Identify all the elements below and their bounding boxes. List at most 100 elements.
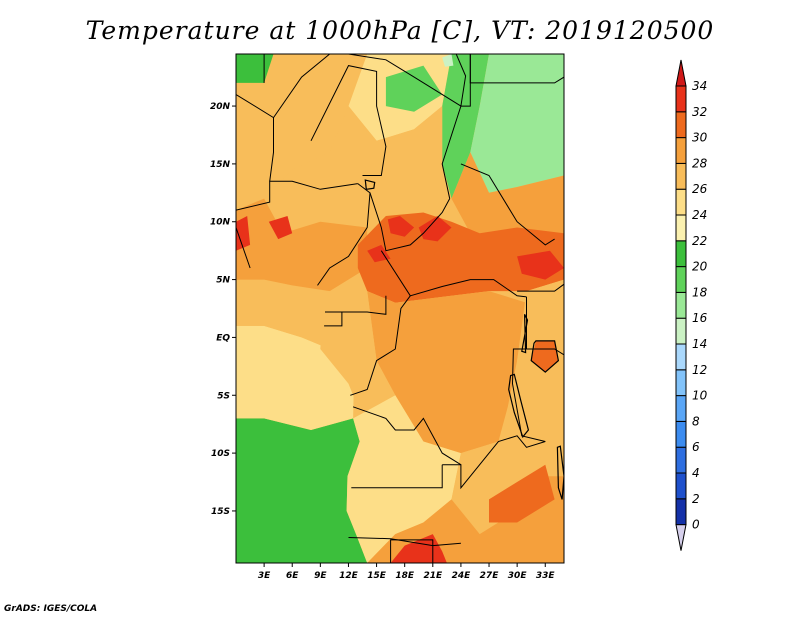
x-tick-label: 30E — [508, 571, 528, 581]
colorbar-label: 12 — [692, 363, 707, 377]
colorbar-segment — [675, 162, 687, 190]
grads-credit: GrADS: IGES/COLA — [4, 604, 98, 614]
colorbar-label: 24 — [692, 208, 707, 222]
colorbar-under-arrow — [675, 524, 687, 551]
temperature-region — [264, 106, 452, 234]
colorbar-label: 26 — [692, 182, 708, 196]
colorbar-segment — [675, 317, 687, 345]
lake-outline — [556, 445, 564, 500]
temperature-region — [442, 54, 454, 67]
y-tick-label: 5S — [217, 391, 230, 401]
temperature-region — [470, 54, 564, 193]
country-border — [310, 65, 387, 176]
colorbar-segment — [675, 343, 687, 371]
y-tick-label: 10N — [210, 218, 231, 228]
y-tick-label: 15S — [211, 507, 230, 517]
lake-outline — [521, 314, 529, 354]
x-tick-label: 15E — [367, 571, 387, 581]
temperature-region — [489, 464, 555, 523]
colorbar-label: 8 — [692, 414, 700, 428]
x-tick-label: 12E — [339, 571, 359, 581]
chart-title: Temperature at 1000hPa [C], VT: 20191205… — [85, 16, 715, 45]
temperature-region — [418, 216, 452, 242]
country-border — [341, 295, 387, 315]
colorbar-segment — [675, 369, 687, 397]
colorbar-label: 30 — [692, 131, 708, 145]
colorbar-label: 22 — [692, 234, 707, 248]
temperature-region — [451, 441, 546, 535]
country-border — [369, 192, 451, 252]
y-tick-label: 20N — [210, 102, 231, 112]
y-tick-label: 15N — [210, 160, 231, 170]
colorbar-label: 2 — [692, 492, 700, 506]
country-border — [236, 180, 358, 211]
colorbar-label: 28 — [692, 156, 708, 170]
x-tick-label: 27E — [480, 571, 500, 581]
colorbar-label: 0 — [692, 518, 700, 532]
temperature-region — [346, 395, 461, 563]
colorbar-segment — [675, 266, 687, 293]
x-tick-label: 9E — [314, 571, 327, 581]
temperature-region — [236, 198, 368, 292]
country-border — [236, 227, 251, 269]
country-border — [380, 250, 527, 298]
temperature-region — [268, 216, 293, 240]
temperature-region — [236, 216, 251, 251]
x-axis: 3E 6E 9E 12E 15E 18E 21E 24E 27E 30E 33E — [258, 563, 556, 581]
colorbar-segment — [675, 214, 687, 242]
colorbar-segment — [675, 395, 687, 422]
temperature-region — [517, 250, 564, 280]
colorbar-segment — [675, 446, 687, 474]
country-border — [390, 539, 434, 563]
colorbar-label: 10 — [692, 389, 708, 403]
temperature-region — [367, 291, 527, 454]
temperature-field — [236, 54, 564, 563]
colorbar-segment — [675, 472, 687, 500]
x-tick-label: 21E — [423, 571, 443, 581]
country-border — [324, 311, 343, 327]
lake-outline — [508, 373, 530, 439]
temperature-region — [451, 152, 564, 240]
lake-outline — [530, 340, 560, 373]
colorbar-segment — [675, 291, 687, 319]
colorbar-label: 34 — [692, 79, 707, 93]
temperature-region — [385, 65, 443, 112]
x-tick-label: 24E — [452, 571, 472, 581]
country-border — [352, 406, 462, 466]
temperature-region — [442, 54, 489, 199]
x-tick-label: 33E — [536, 571, 556, 581]
x-tick-label: 6E — [286, 571, 299, 581]
colorbar-segment — [675, 111, 687, 139]
temperature-region — [367, 244, 391, 263]
country-border — [236, 94, 274, 182]
colorbar-segment — [675, 240, 687, 268]
temperature-region — [320, 291, 396, 407]
country-border — [348, 54, 462, 107]
country-border — [317, 183, 371, 286]
temperature-region — [357, 212, 564, 303]
temperature-region — [387, 216, 415, 237]
y-tick-label: EQ — [216, 333, 230, 343]
country-border — [517, 283, 564, 292]
map-frame — [235, 53, 565, 564]
country-border — [350, 295, 411, 396]
lake-outline — [364, 179, 376, 190]
colorbar-label: 32 — [692, 105, 707, 119]
y-tick-label: 10S — [211, 449, 230, 459]
colorbar-segment — [675, 498, 687, 526]
country-border — [455, 54, 467, 107]
country-border — [513, 348, 564, 356]
colorbar-segment — [675, 137, 687, 164]
colorbar-segment — [675, 188, 687, 216]
x-tick-label: 18E — [395, 571, 415, 581]
country-boundaries — [236, 54, 564, 563]
country-border — [469, 54, 564, 84]
country-border — [351, 464, 443, 489]
country-border — [273, 54, 331, 118]
country-border — [511, 296, 546, 442]
colorbar-label: 4 — [692, 466, 700, 480]
colorbar-segment — [675, 420, 687, 448]
temperature-region — [236, 418, 368, 563]
